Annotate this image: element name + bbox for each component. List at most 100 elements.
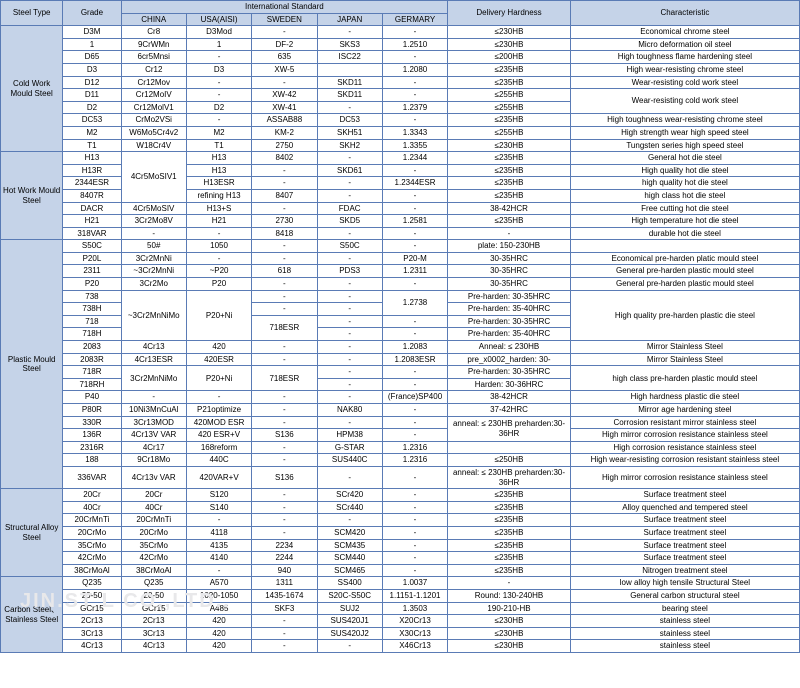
china-cell: Q235 (121, 577, 186, 590)
china-cell: W18Cr4V (121, 139, 186, 152)
table-row: T1W18Cr4VT12750SKH21.3355≤230HBTungsten … (1, 139, 800, 152)
sweden-cell: DF-2 (252, 38, 317, 51)
japan-cell: - (317, 227, 382, 240)
usa-cell: H13ESR (186, 177, 251, 190)
germany-cell: - (382, 552, 447, 565)
japan-cell: SKS3 (317, 38, 382, 51)
sweden-cell: 8418 (252, 227, 317, 240)
japan-cell: SCM435 (317, 539, 382, 552)
japan-cell: SCM465 (317, 564, 382, 577)
table-row: 2Cr132Cr13420-SUS420J1X20Cr13≤230HBstain… (1, 615, 800, 628)
char-cell: High mirror corrosion resistance stainle… (570, 429, 799, 442)
delivery-cell: ≤235HB (448, 489, 571, 502)
delivery-cell: ≤235HB (448, 63, 571, 76)
delivery-cell: Round: 130-240HB (448, 589, 571, 602)
delivery-cell: 30-35HRC (448, 278, 571, 291)
delivery-cell (448, 441, 571, 454)
usa-cell: 4140 (186, 552, 251, 565)
char-cell: High wear-resisting chrome steel (570, 63, 799, 76)
usa-cell: - (186, 227, 251, 240)
japan-cell: SCM420 (317, 526, 382, 539)
usa-cell: 4135 (186, 539, 251, 552)
usa-cell: 420 (186, 627, 251, 640)
table-row: D656cr5Mnsi-635ISC22-≤200HBHigh toughnes… (1, 51, 800, 64)
china-cell: GCr15 (121, 602, 186, 615)
grade-cell: D12 (63, 76, 121, 89)
china-cell: Cr12MoIV (121, 89, 186, 102)
table-row: DC53CrMo2VSi-ASSAB88DC53-≤235HBHigh toug… (1, 114, 800, 127)
germany-cell: 1.3343 (382, 126, 447, 139)
grade-cell: 336VAR (63, 466, 121, 488)
delivery-cell: 190-210-HB (448, 602, 571, 615)
delivery-cell: anneal: ≤ 230HB preharden:30-36HR (448, 466, 571, 488)
grade-cell: P20 (63, 278, 121, 291)
germany-cell: 1.2344 (382, 152, 447, 165)
grade-cell: 2083 (63, 341, 121, 354)
usa-cell: P20+Ni (186, 366, 251, 391)
grade-cell: D2 (63, 101, 121, 114)
delivery-cell: Pre-harden: 30-35HRC (448, 290, 571, 303)
char-cell: Economical pre-harden platic mould steel (570, 252, 799, 265)
germany-cell: 1.2316 (382, 441, 447, 454)
grade-cell: 4Cr13 (63, 640, 121, 653)
germany-cell: - (382, 429, 447, 442)
sweden-cell: - (252, 240, 317, 253)
grade-cell: P20L (63, 252, 121, 265)
delivery-cell: ≤255HB (448, 126, 571, 139)
char-cell: High mirror corrosion resistance stainle… (570, 466, 799, 488)
germany-cell: 1.2083ESR (382, 353, 447, 366)
table-row: P40----(France)SP40038-42HCRHigh hardnes… (1, 391, 800, 404)
japan-cell: SCr420 (317, 489, 382, 502)
china-cell: 9Cr18Mo (121, 454, 186, 467)
germany-cell: 1.2083 (382, 341, 447, 354)
usa-cell: S140 (186, 501, 251, 514)
delivery-cell: Harden: 30-36HRC (448, 378, 571, 391)
china-cell: 40Cr (121, 501, 186, 514)
sweden-cell: 618 (252, 265, 317, 278)
grade-cell: M2 (63, 126, 121, 139)
char-cell: General hot die steel (570, 152, 799, 165)
char-cell: High quality pre-harden plastic die stee… (570, 290, 799, 340)
table-row: 3Cr133Cr13420-SUS420J2X30Cr13≤230HBstain… (1, 627, 800, 640)
china-cell: 3Cr2Mo8V (121, 215, 186, 228)
china-cell: - (121, 227, 186, 240)
sweden-cell: SKF3 (252, 602, 317, 615)
japan-cell: SCM440 (317, 552, 382, 565)
sweden-cell: - (252, 303, 317, 316)
delivery-cell: Anneal: ≤ 230HB (448, 341, 571, 354)
char-cell: stainless steel (570, 627, 799, 640)
china-cell: ~3Cr2MnNiMo (121, 290, 186, 340)
table-row: 136R4Cr13V VAR420 ESR+VS136HPM38-High mi… (1, 429, 800, 442)
germany-cell: 1.3355 (382, 139, 447, 152)
germany-cell: - (382, 189, 447, 202)
usa-cell: D3 (186, 63, 251, 76)
delivery-cell: ≤235HB (448, 177, 571, 190)
usa-cell: 1020-1050 (186, 589, 251, 602)
sweden-cell: - (252, 627, 317, 640)
japan-cell: SKD11 (317, 89, 382, 102)
table-row: 2083R4Cr13ESR420ESR--1.2083ESRpre_x0002_… (1, 353, 800, 366)
delivery-cell: ≤230HB (448, 640, 571, 653)
japan-cell: PDS3 (317, 265, 382, 278)
table-row: D11Cr12MoIV-XW-42SKD11-≤255HBWear-resist… (1, 89, 800, 102)
table-row: 20834Cr13420--1.2083Anneal: ≤ 230HBMirro… (1, 341, 800, 354)
grade-cell: P80R (63, 404, 121, 417)
japan-cell: - (317, 514, 382, 527)
char-cell: Wear-resisting cold work steel (570, 76, 799, 89)
china-cell: 4Cr13 (121, 640, 186, 653)
china-cell: 2Cr13 (121, 615, 186, 628)
germany-cell: (France)SP400 (382, 391, 447, 404)
sweden-cell: - (252, 252, 317, 265)
china-cell: 4Cr17 (121, 441, 186, 454)
china-cell: 20Cr (121, 489, 186, 502)
grade-cell: 2316R (63, 441, 121, 454)
japan-cell: - (317, 315, 382, 328)
sweden-cell: - (252, 353, 317, 366)
delivery-cell: Pre-harden: 35-40HRC (448, 303, 571, 316)
hdr-sweden: SWEDEN (252, 13, 317, 26)
table-row: 42CrMo42CrMo41402244SCM440-≤235HBSurface… (1, 552, 800, 565)
sweden-cell: - (252, 177, 317, 190)
group-type-cell: Carbon Steel、Stainless Steel (1, 577, 63, 653)
char-cell: low alloy high tensile Structural Steel (570, 577, 799, 590)
sweden-cell: - (252, 341, 317, 354)
